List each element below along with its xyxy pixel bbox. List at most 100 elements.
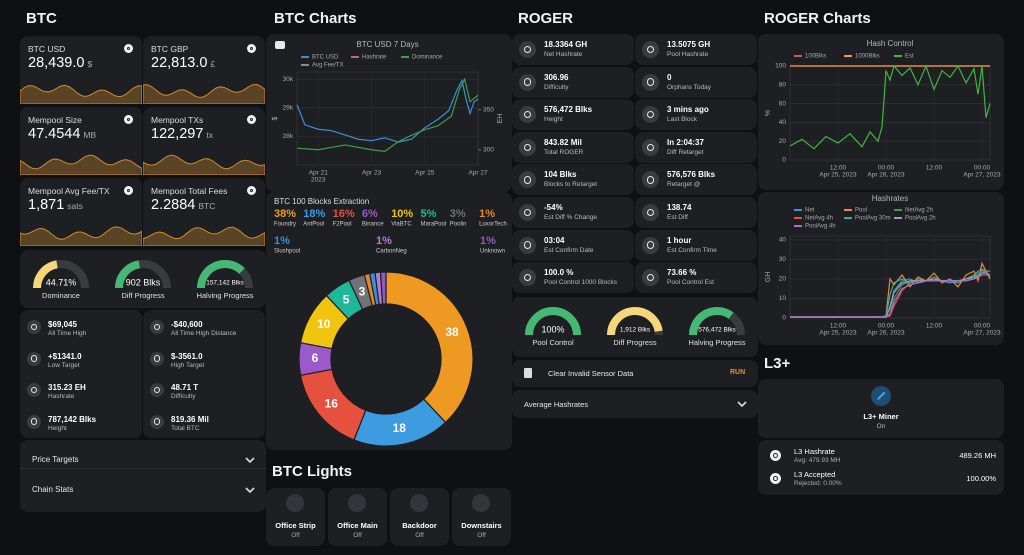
chart-menu-icon[interactable] xyxy=(275,41,285,49)
light-state: Off xyxy=(353,532,362,539)
icon xyxy=(642,106,659,124)
legend-value: 3% xyxy=(450,208,466,220)
icon-inner xyxy=(153,323,161,331)
donut-label: 38 xyxy=(445,325,459,339)
x-tick-label: Apr 25 xyxy=(415,170,435,177)
tile-label: Pool Control 1000 Blocks xyxy=(544,279,617,287)
legend-value: 38% xyxy=(274,208,296,220)
row-value: 100.00% xyxy=(966,474,996,483)
light-icon xyxy=(286,494,304,512)
icon xyxy=(124,186,133,195)
expander[interactable]: Price Targets xyxy=(20,447,266,473)
icon-inner xyxy=(153,418,161,425)
icon xyxy=(519,138,536,156)
action-label: Clear Invalid Sensor Data xyxy=(548,369,634,378)
tile-value: 576,472 Blks xyxy=(544,105,593,115)
legend-label: F2Pool xyxy=(333,222,352,228)
action-button[interactable]: RUN xyxy=(730,369,746,376)
chart-canvas: 1,912 Blks Diff Progress xyxy=(607,307,663,347)
chart-canvas xyxy=(143,154,265,175)
tile-value: 1,871 xyxy=(28,197,65,213)
icon xyxy=(642,236,659,254)
tile-value: 47.4544 xyxy=(28,126,81,142)
section-title: BTC Charts xyxy=(274,10,357,27)
tile-value: 3 mins ago xyxy=(667,105,709,115)
tile-value: 1 hour xyxy=(667,235,692,245)
series-line xyxy=(790,268,991,318)
donut-label: 6 xyxy=(312,351,319,365)
light-tile[interactable]: Downstairs Off xyxy=(452,488,511,546)
chart-canvas xyxy=(20,154,142,175)
y-tick-label: 0 xyxy=(782,315,786,322)
icon xyxy=(642,269,659,287)
x-tick-label: Apr 23 xyxy=(362,170,382,177)
value-tile: BTC GBP 22,813.0 £ xyxy=(143,36,265,104)
icon xyxy=(247,186,256,195)
tile-value: 100.0 % xyxy=(544,268,574,278)
icon-inner xyxy=(126,188,131,193)
tile-value: 843.82 Mil xyxy=(544,137,582,147)
icon-inner xyxy=(646,143,655,152)
donut-label: 16 xyxy=(325,396,339,410)
stats-card: $69,045 All Time High +$1341.0 Low Target 31… xyxy=(20,310,142,438)
tile-value-row: 47.4544 MB xyxy=(28,125,96,143)
x-date-label: Apr 25, 2023 xyxy=(819,330,857,337)
section-title: ROGER Charts xyxy=(764,10,871,27)
tile-label: Pool Hashrate xyxy=(667,51,709,58)
light-tile[interactable]: Office Strip Off xyxy=(266,488,325,546)
expander-card: Price Targets Chain Stats xyxy=(20,440,266,512)
expander-label: Average Hashrates xyxy=(524,400,589,409)
tile-unit: £ xyxy=(210,59,216,69)
tile-label: Mempool Avg Fee/TX xyxy=(28,186,110,196)
x-tick-label: 00:00 xyxy=(974,165,991,172)
tile-unit: tx xyxy=(206,130,214,140)
icon xyxy=(247,44,256,53)
legend-value: 18% xyxy=(303,208,325,220)
light-name: Office Main xyxy=(337,521,378,530)
tile-label: Diff Retarget xyxy=(667,148,704,156)
l3-stats-card: L3 Hashrate Avg: 479.93 MH 489.26 MH L3 Acc… xyxy=(758,440,1004,495)
gauge-label: Diff Progress xyxy=(121,291,164,300)
gauge-value: 902 Blks xyxy=(126,277,161,287)
icon xyxy=(150,320,164,334)
x-tick-label: 12:00 xyxy=(926,165,943,172)
icon xyxy=(150,351,164,366)
tile-value-row: 2.2884 BTC xyxy=(151,196,215,214)
tile-value: 03:04 xyxy=(544,235,565,245)
expander-card[interactable]: Average Hashrates xyxy=(512,390,758,418)
gauge-value: 100% xyxy=(541,324,564,334)
tile-value: 306.96 xyxy=(544,72,569,82)
tile-label: Est Diff % Change xyxy=(544,214,597,221)
series-line xyxy=(789,64,991,150)
legend-value: 6% xyxy=(362,208,378,220)
light-tile[interactable]: Backdoor Off xyxy=(390,488,449,546)
stats-card: -$40,600 All Time High Distance $-3561.0 Hi… xyxy=(143,310,265,438)
expander[interactable]: Chain Stats xyxy=(20,477,266,503)
legend-label: BTC USD xyxy=(312,55,339,61)
value-tile: 100.0 % Pool Control 1000 Blocks xyxy=(512,262,634,294)
tile-label: Est Confirm Time xyxy=(667,246,717,254)
x-tick-label: 12:00 xyxy=(830,323,847,330)
gauge-label: Halving Progress xyxy=(688,338,745,347)
x-date-label: Apr 26, 2023 xyxy=(867,172,905,179)
icon xyxy=(519,171,536,189)
icon xyxy=(519,106,536,124)
y-tick-label: 10 xyxy=(779,295,787,302)
x-tick-label: 00:00 xyxy=(878,165,895,172)
legend-value: 16% xyxy=(333,208,355,220)
donut-label: 10 xyxy=(317,317,331,331)
tile-value: 73.66 % xyxy=(667,268,697,278)
tile-label: Total ROGER xyxy=(544,148,584,156)
y2-tick-label: 350 xyxy=(483,106,494,113)
icon xyxy=(519,269,536,287)
legend-label: PoolAvg 2h xyxy=(905,216,936,222)
tile-label: BTC GBP xyxy=(151,44,189,54)
row-label: L3 Accepted xyxy=(794,470,836,479)
miner-card[interactable]: L3+ Miner On xyxy=(758,379,1004,438)
tile-value: 576,576 Blks xyxy=(667,170,716,180)
y-tick-label: 0 xyxy=(782,157,786,164)
light-tile[interactable]: Office Main Off xyxy=(328,488,387,546)
chart-canvas: Hash Control 0 20 40 60 80 100 12:00 00:00 12:00 0… xyxy=(765,39,1001,179)
icon-inner xyxy=(646,110,655,119)
